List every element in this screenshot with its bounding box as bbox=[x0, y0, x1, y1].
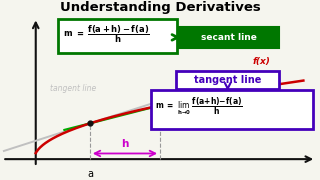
Text: tangent line: tangent line bbox=[50, 84, 96, 93]
Text: f(x): f(x) bbox=[252, 57, 270, 66]
Text: $\mathbf{m\ =\ \dfrac{f(a + h) - f(a)}{h}}$: $\mathbf{m\ =\ \dfrac{f(a + h) - f(a)}{h… bbox=[63, 24, 150, 45]
Text: tangent line: tangent line bbox=[194, 75, 261, 85]
Text: secant line: secant line bbox=[201, 33, 257, 42]
Text: $\mathbf{m\ =\ \lim_{h \to 0}\ \dfrac{f(a + h) - f(a)}{h}}$: $\mathbf{m\ =\ \lim_{h \to 0}\ \dfrac{f(… bbox=[155, 96, 243, 117]
FancyBboxPatch shape bbox=[58, 19, 177, 53]
Title: Understanding Derivatives: Understanding Derivatives bbox=[60, 1, 260, 14]
Text: h: h bbox=[121, 139, 129, 149]
Text: a: a bbox=[87, 169, 93, 179]
FancyBboxPatch shape bbox=[180, 27, 279, 48]
FancyBboxPatch shape bbox=[176, 71, 279, 89]
FancyBboxPatch shape bbox=[151, 90, 313, 129]
